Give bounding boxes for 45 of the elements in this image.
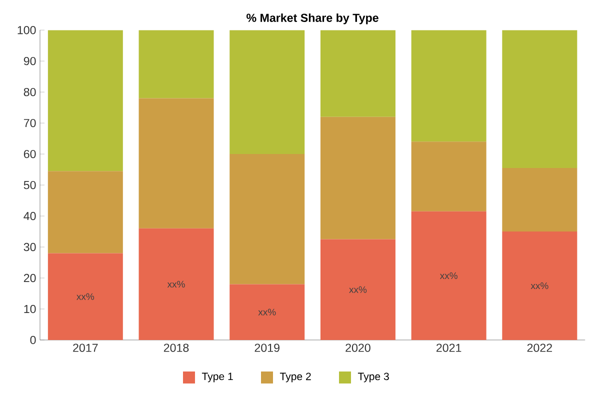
x-tick-label: 2020: [346, 344, 370, 352]
bar: [48, 171, 123, 254]
bar: [502, 168, 578, 232]
y-tick-label: 90: [24, 56, 36, 66]
bar: [48, 253, 123, 340]
y-tick-label: 0: [30, 336, 36, 344]
bar: [48, 30, 123, 172]
bar: [230, 30, 305, 154]
data-label: xx%: [349, 286, 367, 293]
x-tick-label: 2022: [527, 344, 552, 352]
data-label: xx%: [530, 282, 548, 290]
y-tick-label: 70: [24, 118, 36, 128]
y-tick-label: 50: [24, 180, 36, 190]
data-label: xx%: [440, 272, 458, 279]
bar: [411, 211, 486, 340]
data-label: xx%: [167, 280, 185, 288]
bar: [411, 142, 486, 212]
legend-label: Type 2: [280, 372, 311, 382]
bar: [502, 232, 578, 340]
y-tick-label: 10: [24, 304, 36, 314]
x-tick-label: 2018: [164, 344, 189, 352]
y-tick-label: 60: [24, 150, 36, 158]
data-label: xx%: [258, 308, 276, 316]
y-tick-label: 80: [24, 88, 36, 96]
y-tick-label: 40: [24, 212, 36, 220]
data-label: xx%: [76, 293, 94, 300]
legend-label: Type 1: [202, 372, 233, 382]
chart-title: % Market Share by Type: [246, 13, 378, 24]
y-tick-label: 20: [24, 274, 36, 282]
bar: [411, 30, 486, 142]
y-tick-label: 100: [18, 26, 36, 34]
bar: [320, 116, 396, 240]
x-tick-label: 2017: [73, 344, 98, 352]
bar: [502, 30, 578, 168]
bar: [230, 284, 305, 340]
bar: [138, 98, 214, 228]
bar: [320, 239, 396, 340]
y-tick-label: 30: [24, 242, 36, 252]
legend-label: Type 3: [358, 372, 389, 382]
bar: [320, 30, 396, 117]
x-tick-label: 2021: [436, 344, 462, 352]
bar: [138, 228, 214, 340]
bar: [138, 30, 214, 98]
x-tick-label: 2019: [254, 344, 280, 352]
bar: [230, 154, 305, 284]
